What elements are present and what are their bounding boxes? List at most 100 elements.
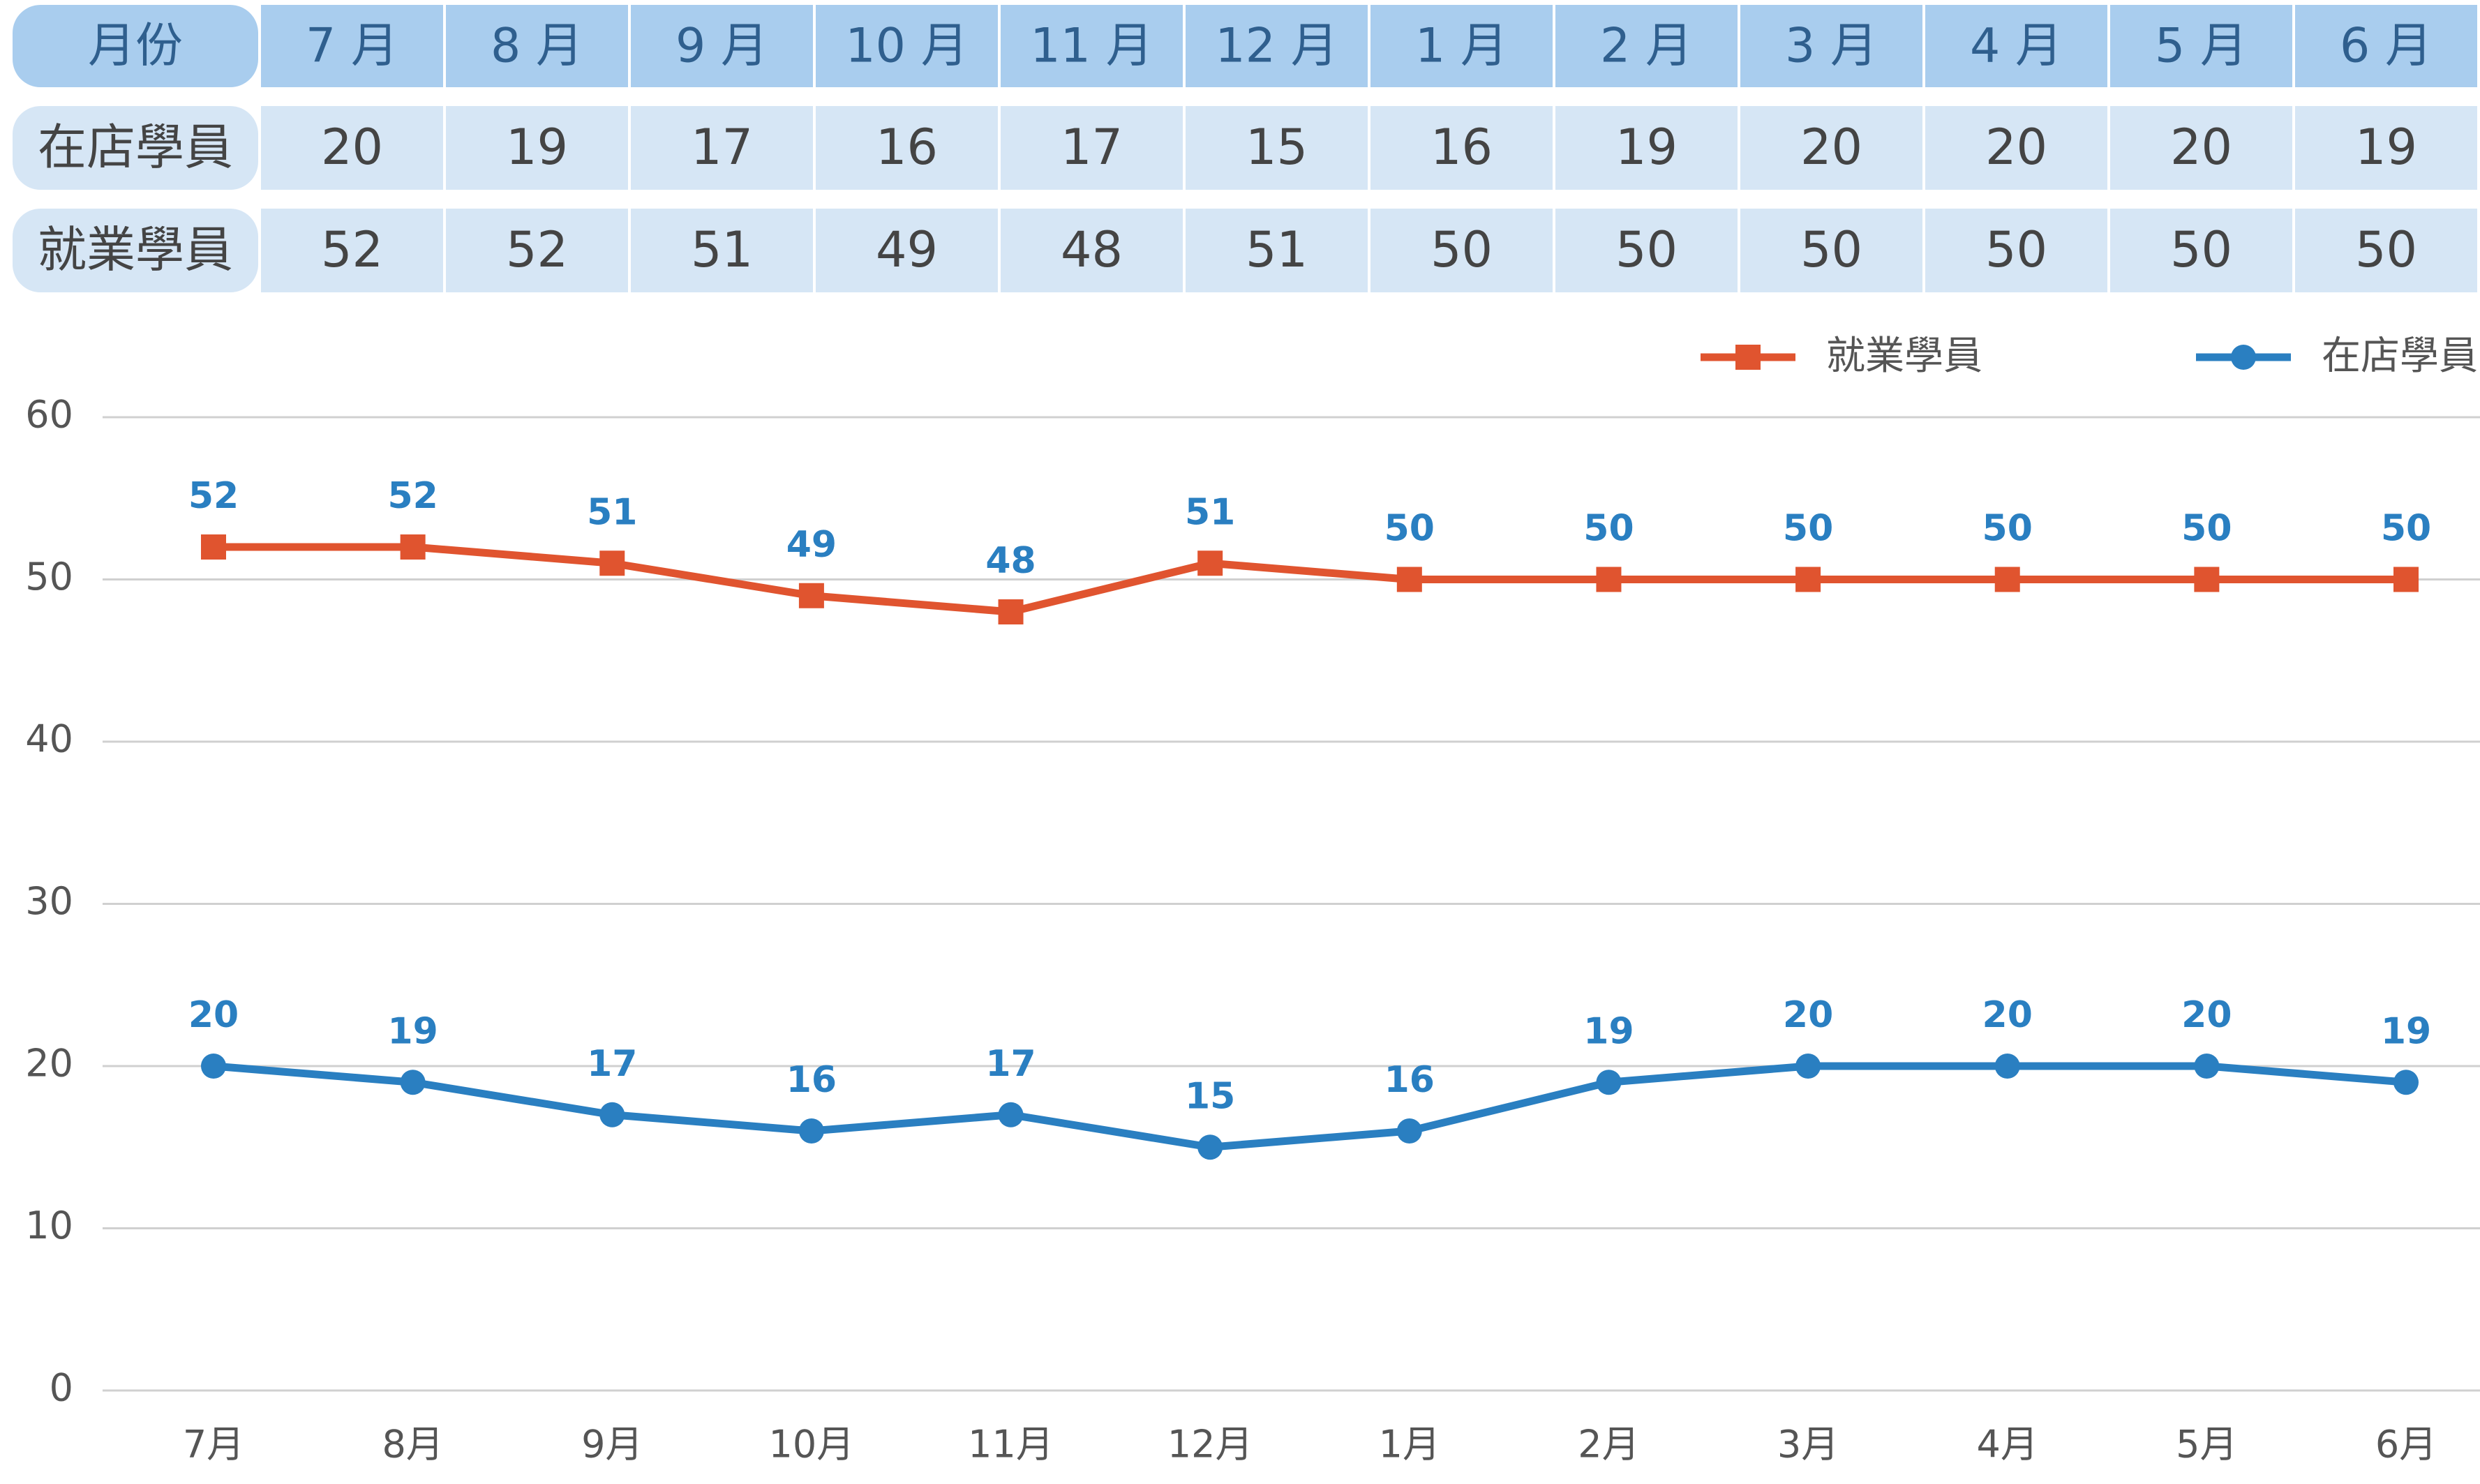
data-label: 16 (1384, 1059, 1435, 1101)
table-cell-bg (1370, 106, 1553, 190)
table-cell: 20 (1800, 119, 1862, 176)
data-label: 15 (1185, 1075, 1235, 1117)
marker (998, 1102, 1024, 1127)
table-cell-bg (2110, 106, 2292, 190)
data-label: 50 (2381, 508, 2431, 550)
table-cell-bg (1925, 106, 2107, 190)
table-header: 6 月 (2340, 19, 2433, 74)
marker (599, 1102, 625, 1127)
table-cell: 19 (2355, 119, 2417, 176)
table-cell: 50 (2170, 221, 2232, 278)
table-cell-bg (1370, 209, 1553, 292)
table-cell: 20 (321, 119, 383, 176)
marker (2194, 567, 2220, 592)
marker (798, 1118, 824, 1144)
series-line (213, 1062, 2407, 1151)
x-tick-label: 2月 (1578, 1423, 1639, 1467)
table-cell-bg (2295, 5, 2477, 87)
data-label: 19 (387, 1010, 438, 1052)
table-header: 9 月 (675, 19, 768, 74)
x-tick-label: 7月 (183, 1423, 244, 1467)
table-cell-bg (1186, 209, 1368, 292)
data-label: 50 (1583, 508, 1634, 550)
marker (1396, 567, 1422, 592)
marker (1735, 345, 1761, 370)
y-tick-label: 50 (25, 555, 73, 599)
table-cell-bg (631, 209, 813, 292)
y-tick-label: 40 (25, 717, 73, 761)
marker (2194, 1054, 2220, 1079)
table-cell-bg (261, 106, 443, 190)
data-label: 50 (1982, 508, 2033, 550)
table-header: 4 月 (1970, 19, 2063, 74)
table-cell-bg (13, 209, 258, 292)
table-header: 3 月 (1785, 19, 1878, 74)
table-cell-bg (2295, 106, 2477, 190)
table-cell-bg (1740, 209, 1922, 292)
data-label: 52 (387, 475, 438, 517)
table-cell-bg (1925, 5, 2107, 87)
marker (1994, 1054, 2020, 1079)
x-tick-label: 3月 (1777, 1423, 1839, 1467)
marker (998, 599, 1024, 624)
table-cell-bg (631, 106, 813, 190)
table-cell-bg (1555, 5, 1738, 87)
table-cell-bg (816, 106, 998, 190)
x-tick-label: 12月 (1167, 1423, 1253, 1467)
legend-label: 就業學員 (1826, 333, 1982, 379)
data-label: 51 (587, 491, 637, 533)
table-cell: 50 (1800, 221, 1862, 278)
table-cell-bg (1001, 5, 1183, 87)
table-header: 11 月 (1030, 19, 1153, 74)
marker (2393, 567, 2419, 592)
table-cell: 51 (1246, 221, 1308, 278)
table-cell-bg (2110, 5, 2292, 87)
table-header: 12 月 (1215, 19, 1338, 74)
data-label: 16 (786, 1059, 837, 1101)
legend-label: 在店學員 (2322, 333, 2478, 379)
data-label: 20 (2181, 994, 2232, 1036)
data-label: 50 (1384, 508, 1435, 550)
table-cell-bg (1925, 209, 2107, 292)
marker (2393, 1070, 2419, 1095)
table-cell-bg (446, 106, 628, 190)
table-cell: 16 (1431, 119, 1493, 176)
table-header: 8 月 (491, 19, 583, 74)
table-cell-bg (2110, 209, 2292, 292)
table-cell: 48 (1061, 221, 1123, 278)
y-tick-label: 0 (50, 1366, 73, 1410)
data-label: 19 (2381, 1010, 2431, 1052)
table-cell-bg (1740, 5, 1922, 87)
table-cell-bg (13, 106, 258, 190)
marker (798, 583, 824, 608)
table-header: 7 月 (306, 19, 398, 74)
marker (400, 1070, 426, 1095)
table-cell: 50 (1985, 221, 2047, 278)
table-cell-bg (1555, 209, 1738, 292)
y-tick-label: 10 (25, 1204, 73, 1247)
y-tick-label: 60 (25, 393, 73, 437)
data-label: 17 (587, 1043, 637, 1085)
table-cell: 17 (1061, 119, 1123, 176)
table-cell-bg (261, 209, 443, 292)
data-label: 20 (1783, 994, 1833, 1036)
marker (1795, 1054, 1821, 1079)
table-cell-bg (446, 209, 628, 292)
table-cell-bg (261, 5, 443, 87)
data-label: 49 (786, 524, 837, 566)
table-header: 2 月 (1600, 19, 1693, 74)
marker (1396, 1118, 1422, 1144)
x-tick-label: 10月 (769, 1423, 855, 1467)
table-cell: 20 (2170, 119, 2232, 176)
table-cell: 19 (1615, 119, 1678, 176)
table-cell: 17 (691, 119, 753, 176)
table-cell: 50 (1615, 221, 1678, 278)
y-tick-label: 20 (25, 1042, 73, 1086)
marker (1197, 550, 1223, 576)
data-label: 50 (2181, 508, 2232, 550)
marker (1795, 567, 1821, 592)
table-cell-bg (631, 5, 813, 87)
x-tick-label: 11月 (968, 1423, 1054, 1467)
table-header: 月份 (88, 19, 183, 74)
